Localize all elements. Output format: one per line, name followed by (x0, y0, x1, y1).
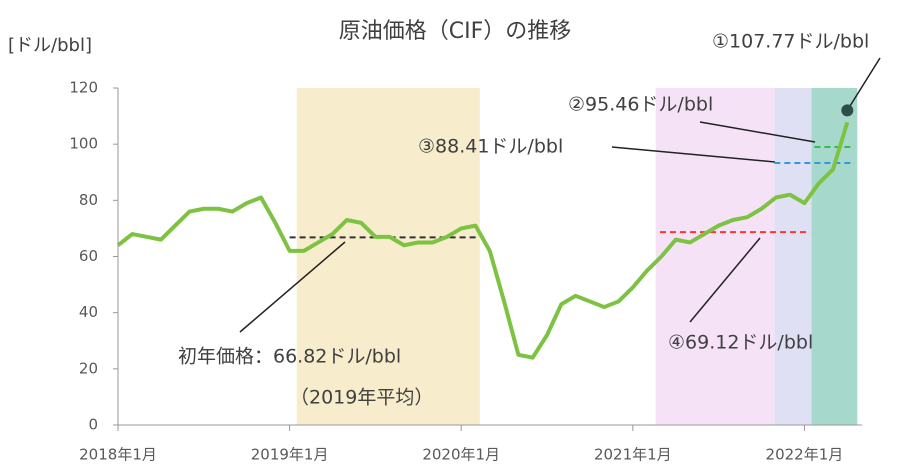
highlight-band (774, 88, 812, 425)
y-tick-label: 20 (79, 359, 98, 377)
y-tick-label: 0 (88, 416, 98, 434)
annotation: （2019年平均） (290, 387, 433, 409)
data-line (116, 121, 850, 360)
y-axis-label: [ドル/bbl] (8, 35, 92, 56)
annotation: ①107.77ドル/bbl (712, 31, 869, 53)
leader-line (699, 121, 816, 143)
y-tick-label: 60 (79, 247, 98, 265)
leader-line (239, 241, 346, 333)
highlight-band (655, 88, 775, 425)
end-marker (841, 104, 854, 117)
x-tick-label: 2018年1月 (79, 446, 157, 464)
y-tick-label: 40 (79, 303, 98, 321)
y-tick-label: 100 (69, 135, 98, 153)
y-tick-label: 120 (69, 79, 98, 97)
y-tick-label: 80 (79, 191, 98, 209)
x-tick-label: 2020年1月 (422, 446, 500, 464)
leader-line (849, 57, 881, 107)
x-tick-label: 2021年1月 (594, 446, 672, 464)
leader-line (689, 237, 761, 323)
highlight-band (811, 88, 858, 425)
annotation: ②95.46ドル/bbl (568, 94, 713, 116)
x-tick-label: 2022年1月 (766, 446, 844, 464)
leader-line (611, 146, 776, 163)
annotation: ④69.12ドル/bbl (668, 332, 813, 354)
x-tick-label: 2019年1月 (251, 446, 329, 464)
annotation: ③88.41ドル/bbl (418, 136, 563, 158)
annotation: 初年価格：66.82ドル/bbl (178, 346, 401, 368)
chart-title: 原油価格（CIF）の推移 (339, 19, 572, 44)
leaders (239, 57, 881, 333)
